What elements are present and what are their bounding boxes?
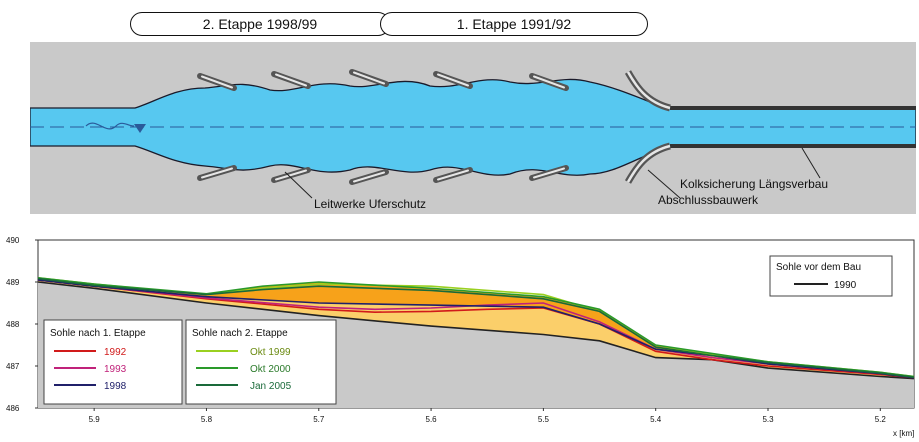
y-tick-label: 488: [6, 320, 20, 329]
legend-before-title: Sohle vor dem Bau: [776, 262, 861, 273]
legend-label-1992: 1992: [104, 347, 127, 358]
legend-stage1: Sohle nach 1. Etappe 1992 1993 1998: [44, 320, 182, 404]
stage1-label: 1. Etappe 1991/92: [380, 12, 648, 36]
x-tick-label: 5.6: [426, 415, 438, 424]
legend-label-1990: 1990: [834, 280, 857, 291]
x-tick-label: 5.7: [313, 415, 325, 424]
legend-stage1-title: Sohle nach 1. Etappe: [50, 328, 146, 339]
y-tick-label: 489: [6, 278, 20, 287]
legend-label-1993: 1993: [104, 364, 127, 375]
legend-label-jan2005: Jan 2005: [250, 381, 292, 392]
legend-label-okt2000: Okt 2000: [250, 364, 291, 375]
x-tick-label: 5.4: [650, 415, 662, 424]
x-tick-label: 5.9: [89, 415, 101, 424]
y-tick-label: 487: [6, 362, 20, 371]
x-tick-label: 5.3: [762, 415, 774, 424]
legend-stage2: Sohle nach 2. Etappe Okt 1999 Okt 2000 J…: [186, 320, 336, 404]
legend-label-1998: 1998: [104, 381, 127, 392]
x-tick-label: 5.2: [875, 415, 887, 424]
x-tick-label: 5.8: [201, 415, 213, 424]
river-plan-view: Leitwerke Uferschutz Kolksicherung Längs…: [30, 42, 916, 214]
y-tick-label: 486: [6, 404, 20, 413]
x-axis-unit-label: x [km]: [893, 429, 914, 438]
y-tick-label: 490: [6, 236, 20, 245]
stage2-label: 2. Etappe 1998/99: [130, 12, 390, 36]
x-tick-label: 5.5: [538, 415, 550, 424]
label-guide-walls: Leitwerke Uferschutz: [314, 197, 426, 211]
legend-stage2-title: Sohle nach 2. Etappe: [192, 328, 288, 339]
label-closing-structure: Abschlussbauwerk: [658, 193, 759, 207]
legend-label-okt1999: Okt 1999: [250, 347, 291, 358]
legend-before: Sohle vor dem Bau 1990: [770, 256, 892, 296]
label-scour-protection: Kolksicherung Längsverbau: [680, 177, 828, 191]
